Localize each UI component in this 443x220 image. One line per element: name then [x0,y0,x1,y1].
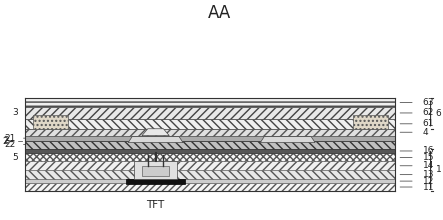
Bar [25,161,395,170]
Bar [134,161,177,179]
Text: TFT: TFT [147,200,165,210]
Bar [142,166,169,176]
Bar [25,119,395,129]
Bar [25,98,395,107]
Bar [126,179,185,184]
Polygon shape [128,137,183,143]
Polygon shape [142,129,169,136]
Bar [25,179,395,183]
Text: 61: 61 [423,119,434,128]
Text: 16: 16 [423,147,434,156]
Bar [25,183,395,191]
Bar [25,107,395,119]
Bar [25,141,395,149]
Text: 21: 21 [4,134,16,143]
Text: 4: 4 [423,128,428,137]
Bar [25,129,395,136]
Text: 11: 11 [423,183,434,192]
Text: 3: 3 [12,108,18,117]
Bar [25,153,395,161]
Text: 63: 63 [423,98,434,107]
Text: 5: 5 [12,153,18,162]
Bar [25,170,395,179]
Text: 6: 6 [435,109,441,118]
Bar [25,136,395,141]
Text: 14: 14 [423,161,434,170]
Text: 2: 2 [2,137,8,146]
Text: 1: 1 [435,165,441,174]
Polygon shape [260,137,315,143]
Bar [25,148,395,153]
Text: 12: 12 [423,177,434,186]
Text: 62: 62 [423,108,434,117]
Text: 15: 15 [423,153,434,162]
Bar [33,115,67,129]
Text: 22: 22 [4,140,16,149]
Text: AA: AA [208,4,231,22]
Bar [353,115,388,129]
Text: 2: 2 [3,136,9,145]
Text: 13: 13 [423,170,434,179]
